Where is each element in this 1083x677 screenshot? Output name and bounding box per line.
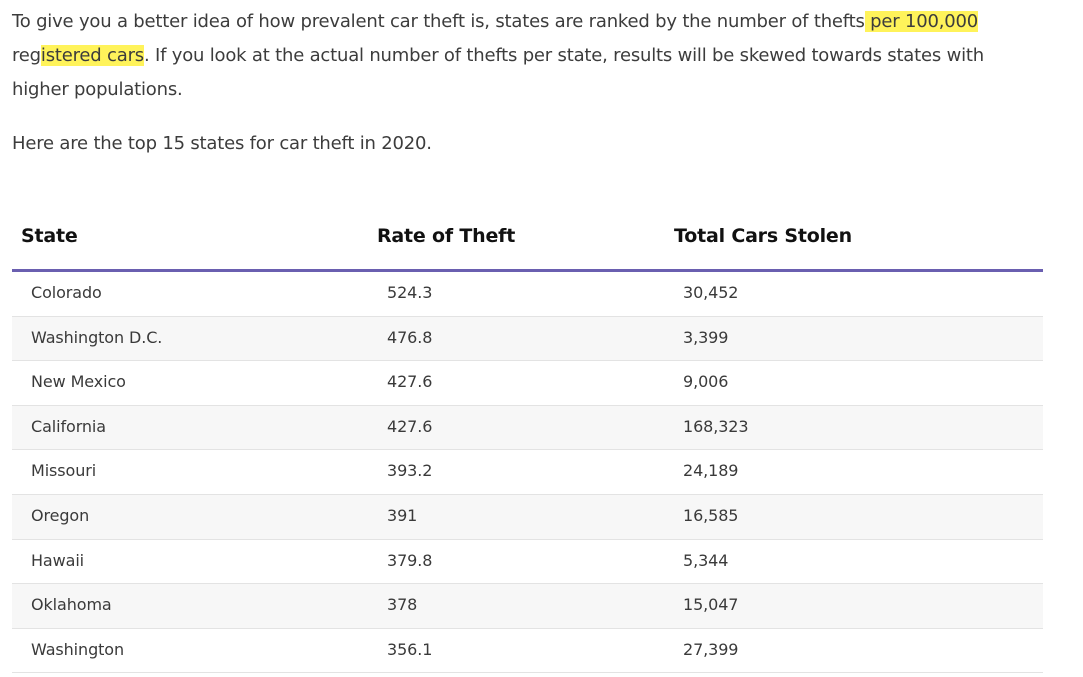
cell-total: 15,047	[683, 595, 739, 615]
table-row: Missouri 393.2 24,189	[12, 450, 1043, 495]
table-intro-text: Here are the top 15 states for car theft…	[12, 133, 432, 154]
highlight-registered-cars: istered cars	[40, 45, 144, 66]
cell-rate: 524.3	[387, 283, 433, 302]
cell-total: 9,006	[683, 372, 729, 392]
table-row: Washington D.C. 476.8 3,399	[12, 316, 1043, 362]
cell-state: California	[31, 416, 106, 436]
cell-state: Colorado	[31, 283, 102, 302]
table-row: Oklahoma 378 15,047	[12, 584, 1043, 629]
table-row: Washington 356.1 27,399	[12, 629, 1043, 674]
cell-total: 27,399	[683, 639, 739, 659]
intro-text-middle: . If you look at the actual number of th…	[143, 45, 984, 66]
cell-rate: 427.6	[387, 372, 433, 392]
header-total-cars-stolen: Total Cars Stolen	[674, 225, 852, 247]
header-state: State	[21, 225, 78, 247]
cell-state: Oregon	[31, 505, 90, 525]
cell-state: Hawaii	[31, 550, 85, 570]
cell-rate: 476.8	[387, 327, 433, 347]
table-row: New Mexico 427.6 9,006	[12, 361, 1043, 406]
cell-total: 5,344	[683, 550, 729, 570]
cell-state: Washington	[31, 639, 125, 659]
cell-rate: 391	[387, 505, 418, 525]
car-theft-table: State Rate of Theft Total Cars Stolen Co…	[12, 205, 1043, 674]
cell-state: Missouri	[31, 461, 97, 481]
cell-state: Washington D.C.	[31, 327, 163, 347]
intro-paragraph: To give you a better idea of how prevale…	[12, 5, 1042, 107]
cell-state: Oklahoma	[31, 595, 112, 615]
table-header-row: State Rate of Theft Total Cars Stolen	[12, 205, 1043, 272]
cell-state: New Mexico	[31, 372, 126, 392]
table-row: Oregon 391 16,585	[12, 494, 1043, 540]
cell-rate: 378	[387, 595, 418, 615]
cell-rate: 427.6	[387, 416, 433, 436]
cell-total: 24,189	[683, 461, 739, 481]
header-rate-of-theft: Rate of Theft	[377, 225, 516, 247]
cell-total: 16,585	[683, 505, 739, 525]
cell-total: 3,399	[683, 327, 729, 347]
cell-rate: 356.1	[387, 639, 433, 659]
cell-rate: 393.2	[387, 461, 433, 481]
intro-text-end: higher populations.	[12, 79, 183, 100]
table-row: California 427.6 168,323	[12, 405, 1043, 451]
table-row: Colorado 524.3 30,452	[12, 272, 1043, 317]
cell-rate: 379.8	[387, 550, 433, 570]
table-row: Hawaii 379.8 5,344	[12, 540, 1043, 585]
intro-text-reg: reg	[12, 45, 41, 66]
cell-total: 30,452	[683, 283, 739, 302]
highlight-per-100000: per 100,000	[864, 11, 979, 32]
cell-total: 168,323	[683, 416, 749, 436]
intro-text-start: To give you a better idea of how prevale…	[12, 11, 865, 32]
